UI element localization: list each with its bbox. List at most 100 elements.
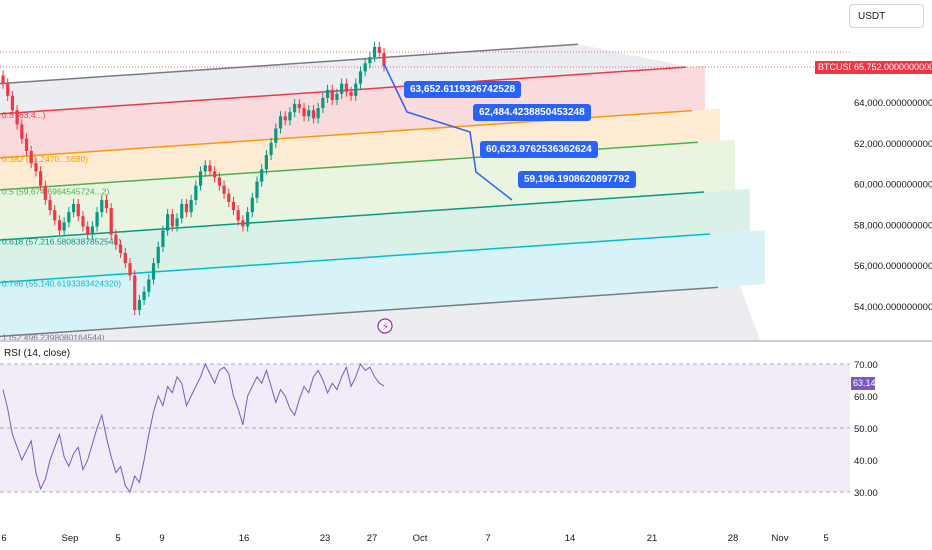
candle-body (109, 208, 113, 235)
candle-body (227, 193, 231, 202)
candle-body (217, 177, 221, 186)
projection-callout[interactable]: 62,484.4238850453248 (473, 104, 591, 121)
candle-body (10, 95, 15, 111)
candle-body (377, 46, 381, 54)
candle-body (363, 63, 367, 72)
fib-level-label-0: 0.5 (63,4...) (2, 110, 46, 120)
projection-callout[interactable]: 59,196.1908620897792 (518, 171, 636, 188)
price-tick-label: 58,000.000000000000 (854, 220, 932, 231)
candle-body (349, 91, 353, 96)
lightning-icon (377, 318, 393, 334)
candle-body (15, 110, 19, 125)
fib-level-label-5: 1 (52,496.2398080164544) (2, 333, 105, 340)
candle-body (128, 263, 132, 276)
candle-body (166, 214, 170, 231)
fib-band-4 (0, 188, 750, 283)
rsi-indicator-title[interactable]: RSI (14, close) (4, 348, 71, 359)
candle-body (53, 210, 57, 221)
candle-body (368, 57, 372, 64)
fib-level-label-2: 0.5 (59,674.6964545724...2) (2, 186, 109, 196)
candle-body (34, 163, 38, 172)
rsi-current-value-badge: 63.14 (851, 377, 876, 390)
candle-body (283, 116, 287, 121)
candle-body (175, 218, 179, 227)
candle-body (236, 210, 240, 221)
time-tick-label: 5 (823, 533, 828, 544)
candle-body (255, 181, 259, 198)
time-tick-label: 28 (728, 533, 739, 544)
price-tick-label: 54,000.000000000000 (854, 302, 932, 313)
candle-body (20, 124, 24, 139)
time-tick-label: Nov (772, 533, 789, 544)
candle-body (142, 291, 146, 300)
rsi-tick-label: 50.00 (854, 424, 878, 435)
rsi-chart[interactable]: 70.00 60.00 50.00 40.00 30.00 (0, 342, 932, 522)
projection-path (383, 63, 513, 201)
candle-body (198, 171, 203, 186)
candle-body (189, 199, 193, 213)
candle-body (264, 155, 269, 170)
candle-body (71, 204, 76, 213)
candle-body (147, 279, 151, 292)
time-axis[interactable]: 6 Sep 5 9 16 23 27 Oct 7 14 21 28 Nov 5 (0, 522, 932, 550)
lightning-glyph: ⚡ (382, 322, 389, 333)
rsi-tick-label: 70.00 (854, 360, 878, 371)
currency-selector[interactable]: USDT (849, 4, 924, 28)
candle-body (316, 108, 320, 119)
time-tick-label: 7 (485, 533, 490, 544)
candle-body (325, 89, 330, 98)
price-tick-label: 64,000.000000000000 (854, 98, 932, 109)
rsi-tick-label: 40.00 (854, 456, 878, 467)
candle-body (293, 104, 297, 113)
candle-body (344, 83, 348, 92)
candle-body (39, 171, 43, 186)
fib-level-line-4 (0, 233, 711, 284)
candle-body (358, 71, 363, 84)
time-tick-label: 27 (367, 533, 378, 544)
candle-body (137, 299, 142, 311)
candle-body (222, 185, 226, 194)
candle-body (184, 204, 189, 213)
candle-body (321, 97, 325, 109)
candle-body (213, 171, 217, 178)
projection-callout[interactable]: 63,652.6119326742528 (404, 81, 522, 98)
time-tick-label: 5 (115, 533, 120, 544)
candle-body (208, 165, 212, 172)
time-tick-label: 14 (565, 533, 576, 544)
candle-body (194, 185, 198, 200)
time-tick-label: 9 (159, 533, 164, 544)
fib-band-3 (0, 139, 735, 241)
rsi-tick-label: 30.00 (854, 488, 878, 499)
time-tick-label: 16 (239, 533, 250, 544)
candle-body (288, 112, 292, 121)
price-tick-label: 60,000.000000000000 (854, 180, 932, 191)
candle-body (274, 128, 278, 143)
candle-body (62, 222, 66, 231)
candle-body (76, 204, 80, 217)
candle-body (100, 199, 104, 213)
candle-body (114, 234, 118, 245)
candle-body (307, 110, 311, 117)
candle-body (372, 46, 377, 58)
candle-body (57, 220, 62, 231)
candle-body (29, 150, 33, 164)
candle-body (302, 108, 306, 117)
rsi-tick-label: 60.00 (854, 392, 878, 403)
candle-body (43, 185, 47, 200)
candle-body (156, 246, 160, 264)
last-price-badge: 65,752.000000000000 (851, 61, 932, 74)
pane-divider[interactable] (0, 340, 932, 342)
price-chart[interactable]: 0.5 (63,4...) 0.382 (61,2470...5680) 0.5 (… (0, 0, 932, 340)
candle-body (382, 53, 386, 67)
candle-body (278, 116, 283, 129)
candle-body (354, 83, 358, 96)
candle-body (231, 201, 236, 211)
candle-body (6, 83, 10, 96)
fib-level-label-3: 0.618 (57,216.5808387852544) (2, 236, 121, 246)
candle-body (123, 252, 127, 264)
candle-body (241, 220, 245, 227)
time-tick-label: Oct (413, 533, 428, 544)
fib-level-label-4: 0.786 (55,140.6193383424320) (2, 279, 121, 289)
projection-callout[interactable]: 60,623.9762536362624 (480, 141, 598, 158)
candle-body (48, 199, 52, 211)
